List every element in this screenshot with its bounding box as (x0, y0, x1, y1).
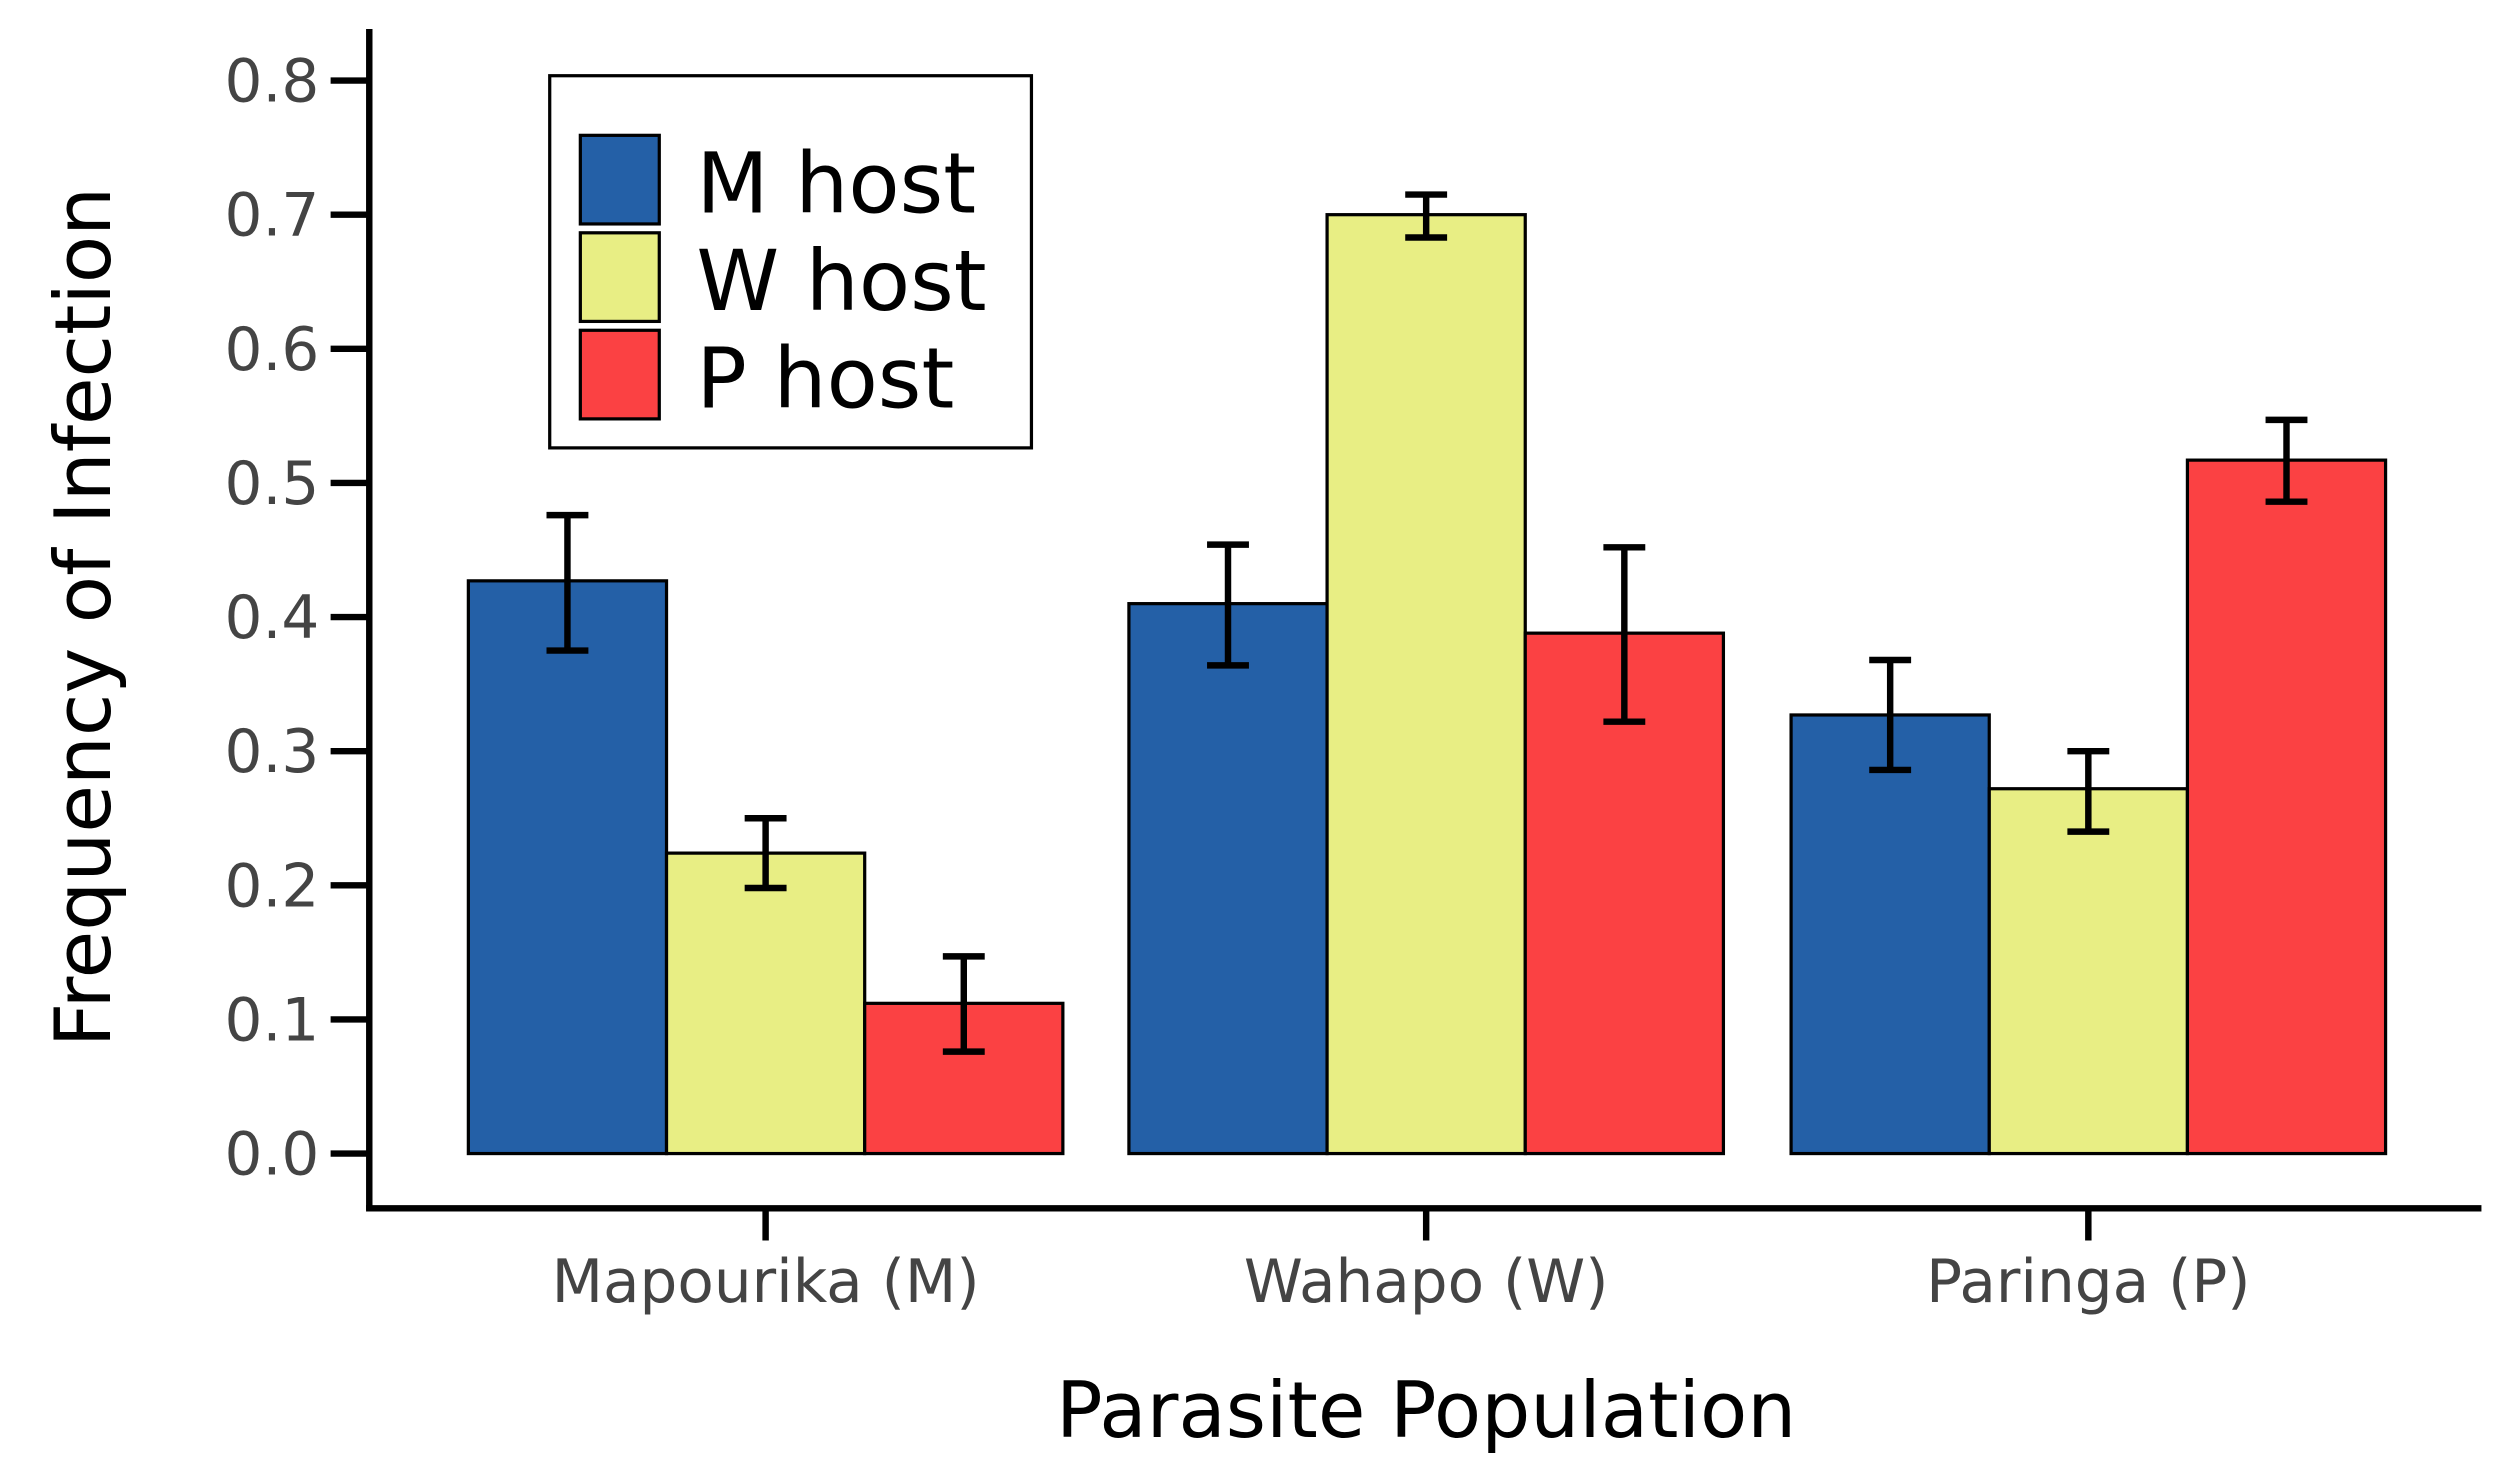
legend-swatch (578, 328, 661, 421)
y-tick-label: 0.2 (225, 852, 320, 921)
y-tick-label: 0.7 (225, 182, 320, 251)
x-ticks: Mapourika (M) Wahapo (W) Paringa (P) (552, 1208, 2251, 1317)
legend-swatch (578, 231, 661, 324)
bar (2185, 458, 2388, 1156)
bar (1789, 713, 1991, 1156)
y-tick-label: 0.4 (225, 584, 320, 653)
y-tick-label: 0.1 (225, 986, 320, 1055)
x-axis-title: Parasite Population (1056, 1366, 1796, 1456)
legend-label: M host (696, 135, 976, 233)
bar (466, 579, 669, 1156)
bar (1987, 787, 2190, 1156)
y-tick-label: 0.6 (225, 316, 320, 385)
legend-label: W host (696, 232, 986, 330)
y-tick-label: 0.5 (225, 450, 320, 519)
bars-layer (466, 191, 2388, 1156)
bar (1325, 213, 1527, 1156)
legend-swatch (578, 133, 661, 226)
legend-label: P host (696, 330, 954, 428)
bar (1127, 602, 1329, 1156)
y-ticks: 0.0 0.1 0.2 0.3 0.4 0.5 0.6 0.7 0.8 (225, 48, 370, 1190)
bar (664, 851, 867, 1156)
y-tick-label: 0.3 (225, 718, 320, 787)
y-tick-label: 0.8 (225, 48, 320, 117)
y-axis-title: Frequency of Infection (39, 187, 129, 1047)
y-tick-label: 0.0 (225, 1121, 320, 1190)
x-tick-label: Wahapo (W) (1244, 1248, 1609, 1317)
x-tick-label: Mapourika (M) (552, 1248, 980, 1317)
x-tick-label: Paringa (P) (1926, 1248, 2250, 1317)
